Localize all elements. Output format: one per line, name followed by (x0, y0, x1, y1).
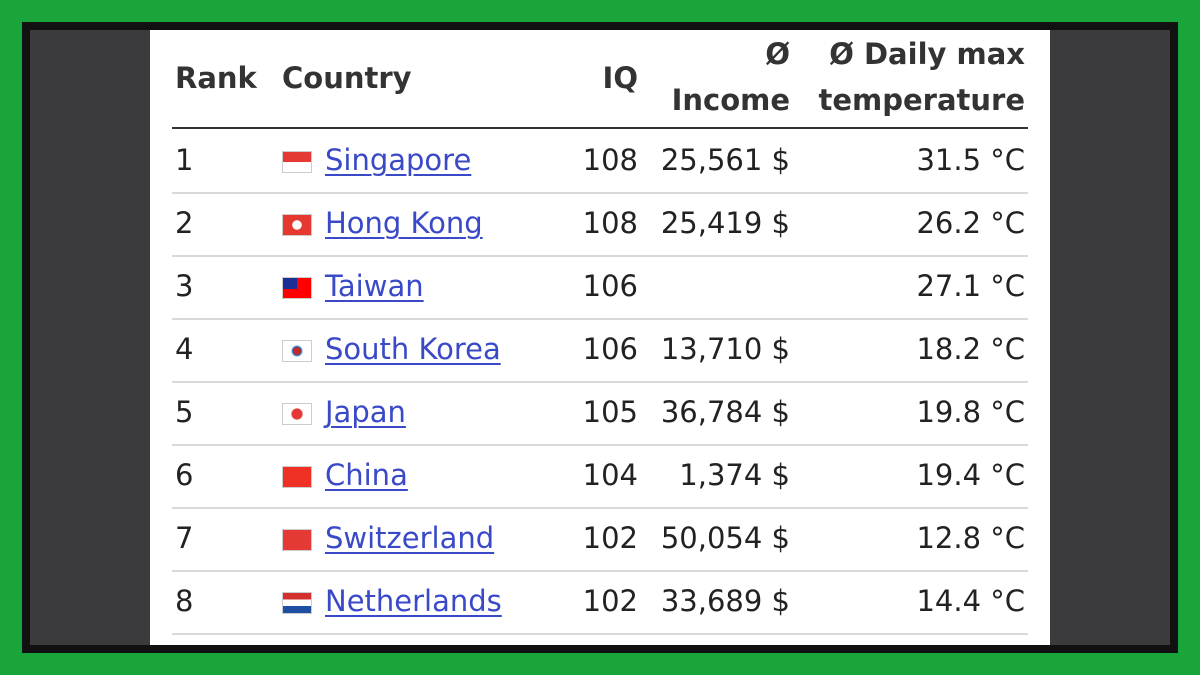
country-link[interactable]: Taiwan (325, 269, 424, 303)
rank-cell: 6 (175, 458, 194, 492)
iq-cell: 108 (582, 206, 638, 240)
income-cell: 13,710 $ (660, 332, 790, 366)
iq-cell: 106 (582, 269, 638, 303)
header-cell: Rank (175, 61, 257, 95)
flag-icon (282, 214, 312, 236)
iq-cell: 102 (582, 584, 638, 618)
flag-icon (282, 277, 312, 299)
flag-canton (283, 278, 297, 289)
flag-icon (282, 466, 312, 488)
temperature-cell: 27.1 °C (916, 269, 1025, 303)
header-cell: Country (282, 61, 412, 95)
temperature-cell: 18.2 °C (916, 332, 1025, 366)
temperature-cell: 12.8 °C (916, 521, 1025, 555)
country-link[interactable]: Switzerland (325, 521, 495, 555)
income-cell: 33,689 $ (660, 584, 790, 618)
iq-cell: 105 (582, 395, 638, 429)
header-cell: IQ (602, 61, 638, 95)
temperature-cell: 19.8 °C (916, 395, 1025, 429)
income-cell: 25,419 $ (660, 206, 790, 240)
row-divider (172, 444, 1028, 446)
country-link[interactable]: Netherlands (325, 584, 502, 618)
row-divider (172, 318, 1028, 320)
rank-cell: 8 (175, 584, 194, 618)
flag-icon (282, 151, 312, 173)
temperature-cell: 14.4 °C (916, 584, 1025, 618)
country-link[interactable]: China (325, 458, 408, 492)
income-cell: 25,561 $ (660, 143, 790, 177)
header-rule (172, 127, 1028, 129)
rank-cell: 4 (175, 332, 194, 366)
flag-icon (282, 592, 312, 614)
temperature-cell: 26.2 °C (916, 206, 1025, 240)
flag-icon (282, 340, 312, 362)
row-divider (172, 255, 1028, 257)
row-divider (172, 507, 1028, 509)
temperature-cell: 19.4 °C (916, 458, 1025, 492)
country-link[interactable]: Japan (325, 395, 406, 429)
iq-cell: 102 (582, 521, 638, 555)
row-divider (172, 192, 1028, 194)
row-divider (172, 381, 1028, 383)
header-cell: Ø (765, 37, 790, 71)
income-cell: 1,374 $ (679, 458, 790, 492)
flag-icon (282, 403, 312, 425)
income-cell: 50,054 $ (660, 521, 790, 555)
temperature-cell: 31.5 °C (916, 143, 1025, 177)
iq-cell: 104 (582, 458, 638, 492)
flag-icon (282, 529, 312, 551)
country-link[interactable]: South Korea (325, 332, 501, 366)
iq-cell: 108 (582, 143, 638, 177)
country-link[interactable]: Singapore (325, 143, 472, 177)
row-divider (172, 570, 1028, 572)
header-cell: Income (671, 83, 790, 117)
rank-cell: 1 (175, 143, 194, 177)
rank-cell: 2 (175, 206, 194, 240)
row-divider (172, 633, 1028, 635)
rank-cell: 7 (175, 521, 194, 555)
header-cell: temperature (818, 83, 1025, 117)
rank-cell: 5 (175, 395, 194, 429)
header-cell: Ø Daily max (829, 37, 1025, 71)
rank-cell: 3 (175, 269, 194, 303)
income-cell: 36,784 $ (660, 395, 790, 429)
iq-cell: 106 (582, 332, 638, 366)
country-link[interactable]: Hong Kong (325, 206, 483, 240)
